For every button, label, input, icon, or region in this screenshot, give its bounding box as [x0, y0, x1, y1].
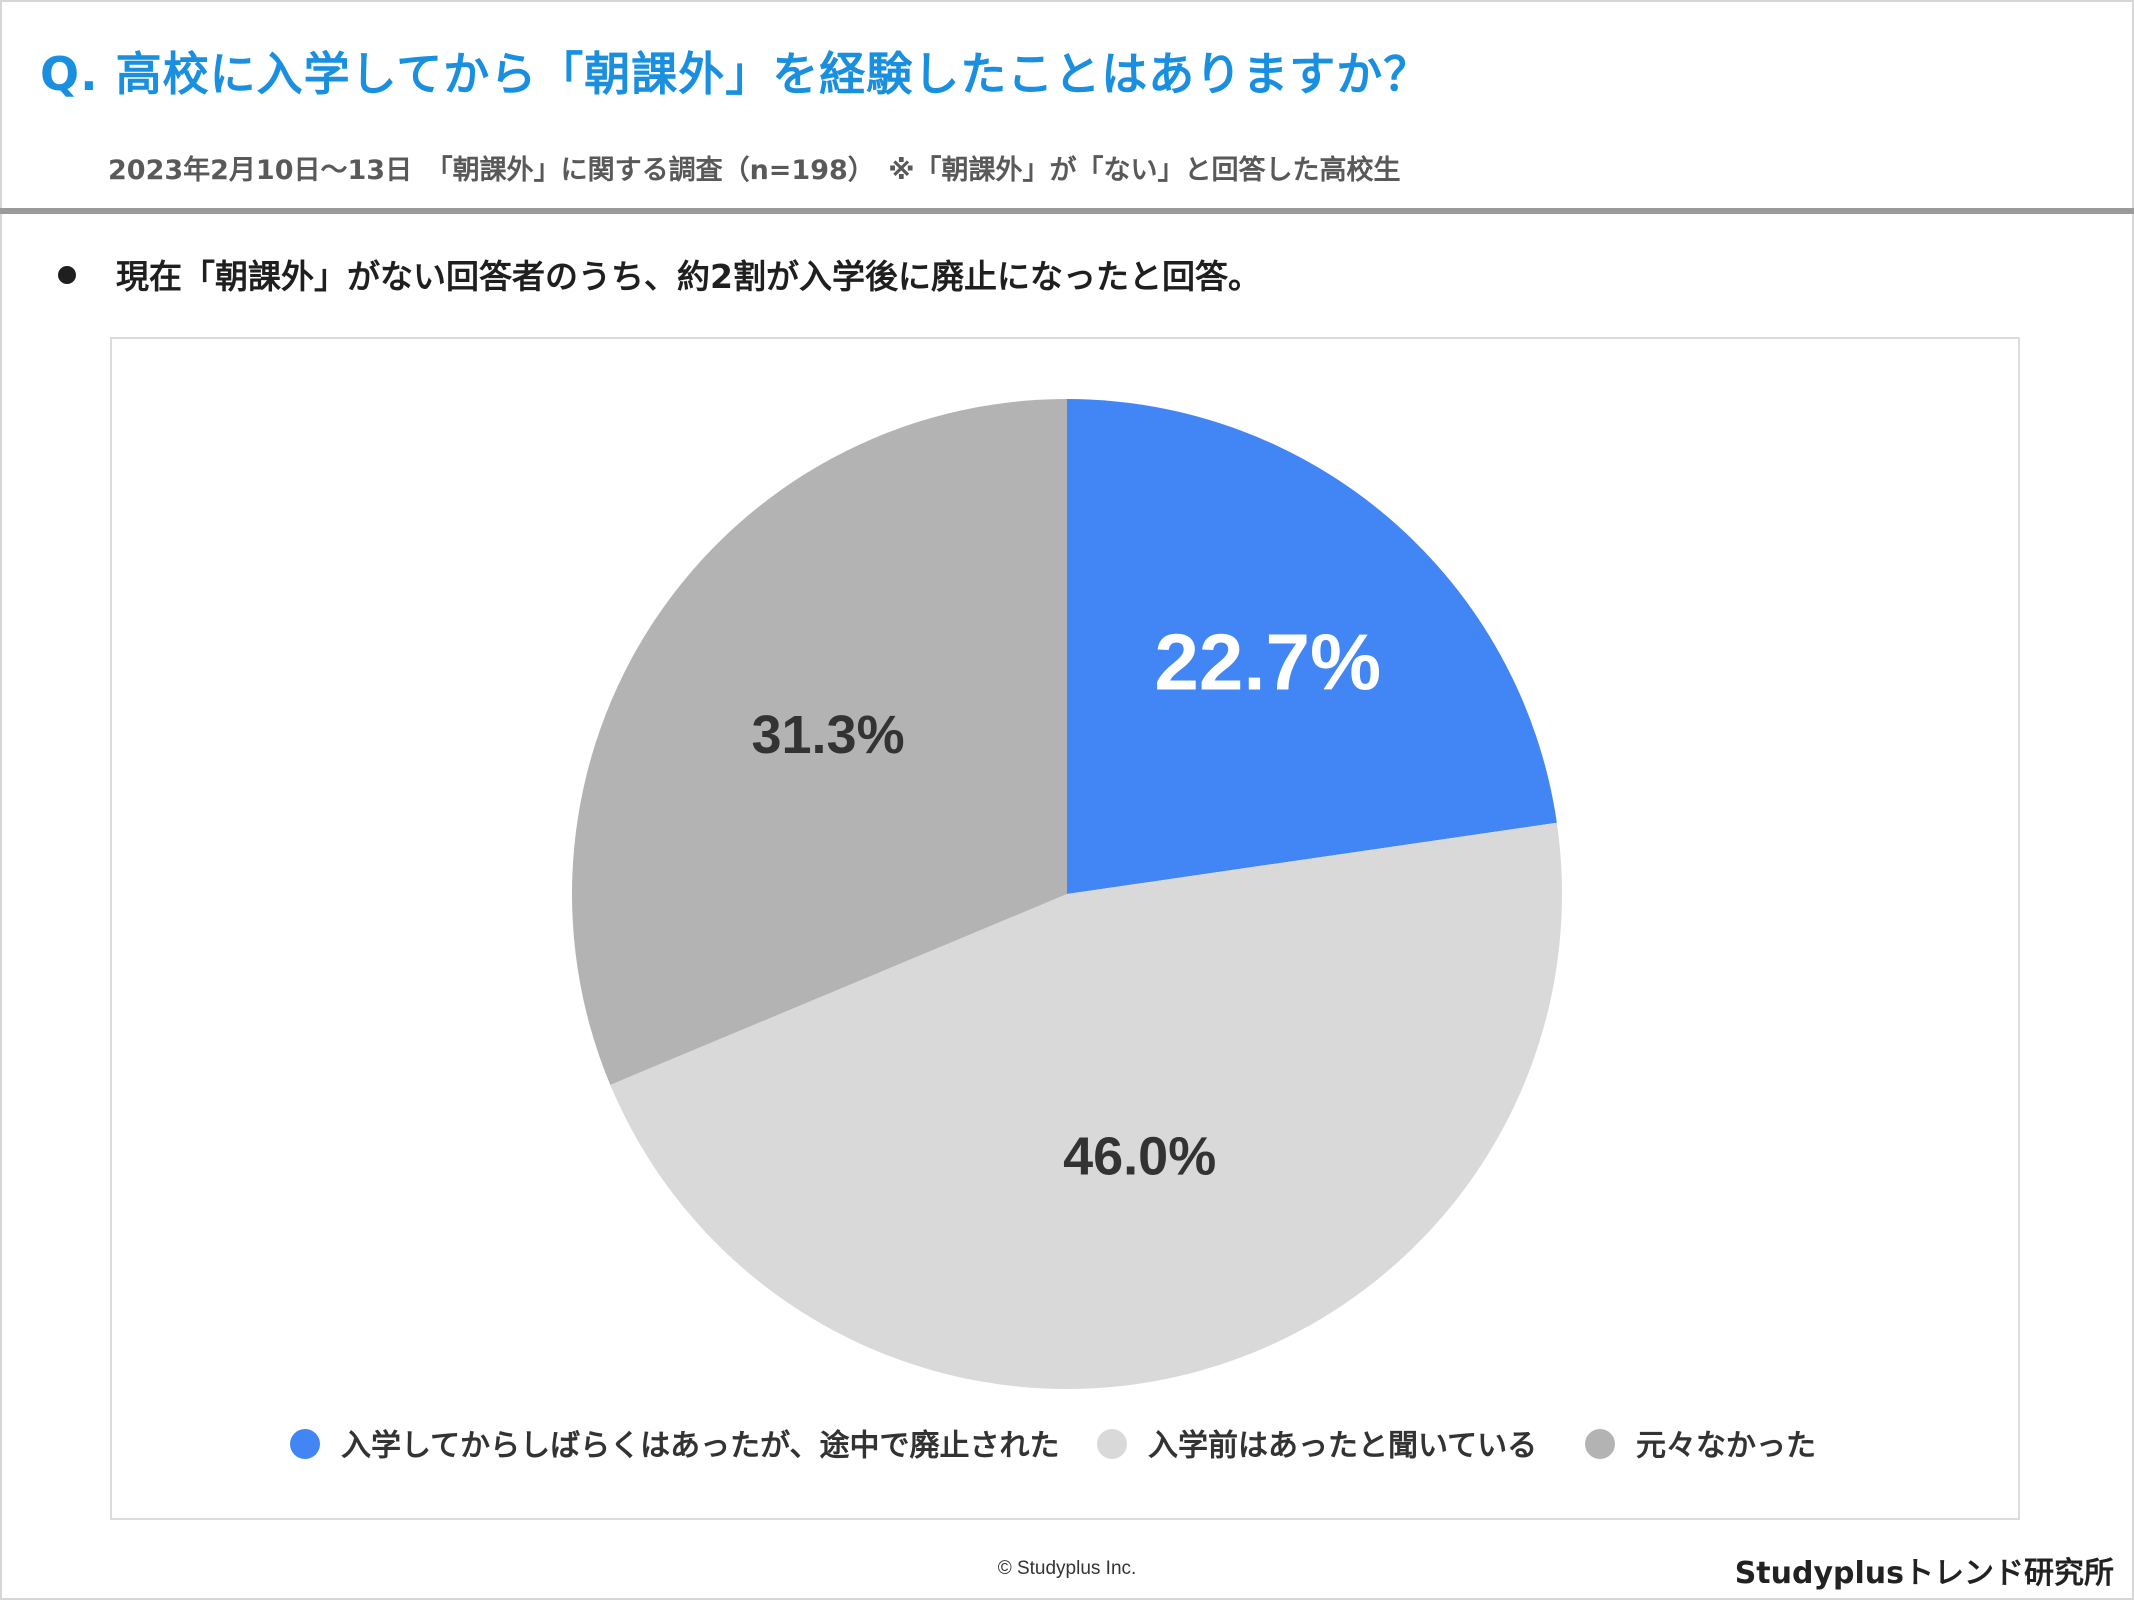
survey-info: 2023年2月10日～13日 「朝課外」に関する調査（n=198） ※「朝課外」…: [108, 155, 1401, 186]
summary-text: 現在「朝課外」がない回答者のうち、約2割が入学後に廃止になったと回答。: [116, 257, 1261, 296]
pie-chart: 22.7% 46.0% 31.3% 入学してからしばらくはあったが、途中で廃止された…: [290, 399, 1816, 1464]
bullet-icon: [58, 265, 76, 284]
page-title: Q. 高校に入学してから「朝課外」を経験したことはありますか？: [40, 47, 1431, 101]
pie-slice-never: [572, 399, 1067, 1085]
legend-swatch-discontinued: [290, 1429, 320, 1459]
pie-label-before-entry: 46.0%: [1063, 1126, 1216, 1186]
header-divider: [0, 208, 2134, 214]
summary-bullet: 現在「朝課外」がない回答者のうち、約2割が入学後に廃止になったと回答。: [58, 250, 1261, 298]
pie-slice-discontinued: [1067, 399, 1557, 894]
pie-labels: 22.7% 46.0% 31.3%: [751, 617, 1381, 1186]
chart-legend: 入学してからしばらくはあったが、途中で廃止された 入学前はあったと聞いている 元々な…: [290, 1429, 1816, 1464]
pie-slice-before-entry: [610, 822, 1562, 1390]
pie-label-discontinued: 22.7%: [1154, 617, 1381, 706]
brand-logo: Studyplusトレンド研究所: [1734, 1556, 2114, 1591]
copyright: © Studyplus Inc.: [997, 1558, 1137, 1579]
legend-label-never: 元々なかった: [1636, 1429, 1816, 1464]
pie-slices: [572, 399, 1562, 1390]
legend-swatch-before-entry: [1097, 1429, 1127, 1459]
chart-panel: 22.7% 46.0% 31.3% 入学してからしばらくはあったが、途中で廃止された…: [110, 337, 2020, 1520]
legend-label-discontinued: 入学してからしばらくはあったが、途中で廃止された: [341, 1429, 1060, 1464]
legend-swatch-never: [1585, 1429, 1615, 1459]
legend-label-before-entry: 入学前はあったと聞いている: [1148, 1429, 1537, 1464]
pie-label-never: 31.3%: [751, 705, 904, 765]
